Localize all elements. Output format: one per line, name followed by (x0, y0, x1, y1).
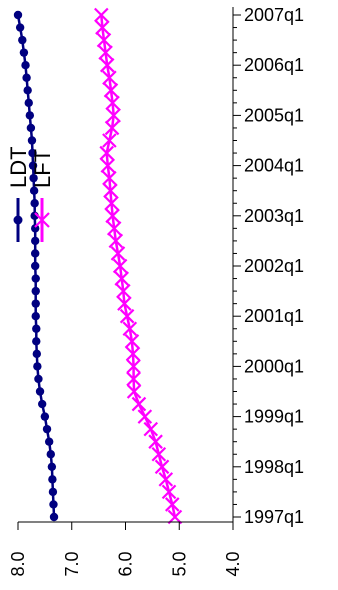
value-tick-label: 5.0 (169, 551, 189, 576)
data-point-ldt (32, 274, 40, 282)
time-tick-label: 1997q1 (244, 507, 304, 527)
time-tick-label: 2002q1 (244, 256, 304, 276)
value-tick-label: 6.0 (116, 551, 136, 576)
data-point-ldt (48, 475, 56, 483)
data-point-ldt (36, 387, 44, 395)
data-point-ldt (43, 425, 51, 433)
data-point-ldt (23, 86, 31, 94)
data-point-ldt (21, 61, 29, 69)
plot-area (14, 9, 182, 524)
data-point-ldt (26, 111, 34, 119)
legend: LDT LFT (6, 146, 55, 242)
data-point-ldt (47, 450, 55, 458)
data-point-ldt (48, 463, 56, 471)
data-point-ldt (32, 325, 40, 333)
data-point-ldt (16, 23, 24, 31)
data-point-ldt (45, 438, 53, 446)
data-point-ldt (32, 299, 40, 307)
data-point-ldt (28, 136, 36, 144)
data-point-ldt (33, 350, 41, 358)
data-point-ldt (32, 312, 40, 320)
data-point-ldt (30, 199, 38, 207)
data-point-ldt (31, 249, 39, 257)
data-point-ldt (31, 262, 39, 270)
data-point-ldt (27, 124, 35, 132)
data-point-ldt (34, 375, 42, 383)
time-tick-label: 1998q1 (244, 457, 304, 477)
data-point-ldt (14, 11, 22, 19)
data-point-ldt (49, 488, 57, 496)
data-point-ldt (20, 48, 28, 56)
time-tick-label: 1999q1 (244, 407, 304, 427)
value-tick-label: 8.0 (8, 551, 28, 576)
time-tick-label: 2007q1 (244, 5, 304, 25)
legend-label-ldt: LDT (6, 146, 31, 188)
time-tick-label: 2000q1 (244, 356, 304, 376)
time-tick-label: 2003q1 (244, 206, 304, 226)
data-point-lft (138, 410, 151, 423)
time-tick-label: 2006q1 (244, 55, 304, 75)
data-point-ldt (32, 337, 40, 345)
legend-label-lft: LFT (30, 149, 55, 188)
data-point-ldt (33, 362, 41, 370)
data-point-ldt (25, 99, 33, 107)
data-point-ldt (38, 400, 46, 408)
legend-marker-ldt (14, 216, 23, 225)
data-point-ldt (31, 237, 39, 245)
data-point-ldt (32, 287, 40, 295)
data-point-ldt (41, 412, 49, 420)
data-point-ldt (50, 513, 58, 521)
data-point-ldt (49, 500, 57, 508)
data-point-ldt (22, 74, 30, 82)
data-point-ldt (18, 36, 26, 44)
time-tick-label: 2001q1 (244, 306, 304, 326)
data-point-lft (132, 398, 145, 411)
value-tick-label: 4.0 (223, 551, 243, 576)
time-tick-label: 2005q1 (244, 105, 304, 125)
time-tick-label: 2004q1 (244, 156, 304, 176)
value-tick-label: 7.0 (62, 551, 82, 576)
data-point-lft (144, 423, 157, 436)
